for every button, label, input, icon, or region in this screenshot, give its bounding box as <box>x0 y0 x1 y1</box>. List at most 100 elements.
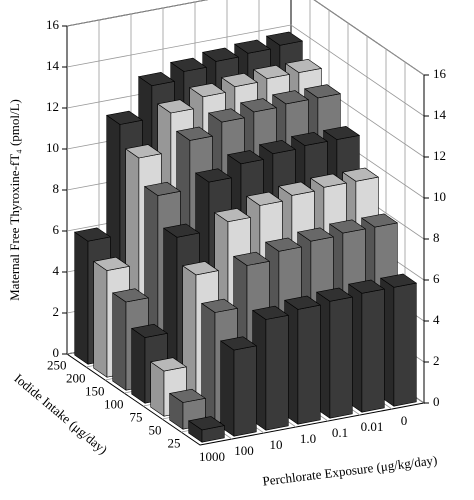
bar-top <box>137 71 176 87</box>
y-tick-label: 25 <box>168 435 181 450</box>
bar-top <box>271 90 310 105</box>
z-tick-label: 6 <box>433 271 440 286</box>
bar-top <box>347 279 386 294</box>
bar-top <box>124 144 163 159</box>
bar-front <box>329 296 353 419</box>
bar-top <box>162 223 201 238</box>
bar-top <box>322 125 361 140</box>
bar-top <box>213 208 252 223</box>
x-tick-label: 1.0 <box>300 431 316 446</box>
bar-front <box>233 345 257 437</box>
x-tick-label: 0.1 <box>332 425 348 440</box>
bar-side <box>131 327 146 404</box>
z-tick-label: 12 <box>46 99 59 114</box>
z-tick-label: 4 <box>53 263 60 278</box>
bar-top <box>92 256 131 271</box>
bar-side <box>220 340 235 437</box>
bar-top <box>194 168 233 183</box>
bar <box>251 305 290 431</box>
y-tick-label: 250 <box>47 357 67 372</box>
x-tick-label: 1000 <box>199 449 225 464</box>
x-axis-label: Perchlorate Exposure (μg/kg/day) <box>262 452 438 488</box>
bar-top <box>220 72 259 88</box>
z-tick-label: 2 <box>53 304 60 319</box>
z-tick-label: 10 <box>46 140 59 155</box>
z-tick-label: 16 <box>46 17 60 32</box>
bar-top <box>156 99 195 114</box>
bar-top <box>252 64 291 79</box>
bar-top <box>169 57 208 72</box>
bar <box>283 295 322 425</box>
z-tick-label: 6 <box>53 222 60 237</box>
bar-top <box>264 237 303 252</box>
bar-top <box>296 227 335 242</box>
y-tick-label: 200 <box>66 370 86 385</box>
z-tick-label: 0 <box>53 345 60 360</box>
bar-top <box>379 273 418 288</box>
bar <box>187 416 226 443</box>
grid-line <box>66 0 425 76</box>
x-tick-label: 100 <box>234 443 254 458</box>
bar-front <box>393 282 417 407</box>
bar-top <box>73 227 112 242</box>
bar-top <box>360 213 399 228</box>
bar-side <box>93 260 108 378</box>
bar-top <box>200 298 239 313</box>
bar-top <box>328 219 367 234</box>
bar-top <box>265 31 304 46</box>
bar-top <box>233 39 272 54</box>
bar-top <box>201 47 240 62</box>
z-tick-label: 4 <box>433 312 440 327</box>
y-tick-label: 100 <box>104 396 124 411</box>
bar-top <box>130 323 169 338</box>
bar-top <box>239 98 278 113</box>
bar-top <box>315 287 354 302</box>
bar-top <box>111 288 150 303</box>
x-tick-label: 0 <box>401 413 408 428</box>
bar <box>315 287 354 419</box>
z-tick-label: 16 <box>433 66 447 81</box>
bar-top <box>187 416 226 431</box>
bar-top <box>232 251 271 266</box>
bar-top <box>290 131 329 146</box>
bar-top <box>188 83 227 98</box>
bar <box>219 336 258 437</box>
bar-front <box>265 314 289 431</box>
bar <box>347 279 386 413</box>
bar-top <box>181 261 220 276</box>
bar-front <box>361 288 385 413</box>
z-tick-label: 14 <box>433 107 447 122</box>
bar-top <box>303 84 342 99</box>
z-tick-label: 8 <box>433 230 440 245</box>
z-tick-label: 0 <box>433 394 440 409</box>
bar <box>379 273 418 407</box>
bar-top <box>207 108 246 123</box>
bar-side <box>74 231 89 365</box>
bar-top <box>283 295 322 310</box>
grid-line <box>66 24 425 117</box>
bar-top <box>309 173 348 188</box>
bar-top <box>341 167 380 182</box>
bar-top <box>168 388 207 403</box>
y-tick-label: 50 <box>149 422 162 437</box>
x-tick-label: 0.01 <box>361 419 384 434</box>
bar-top <box>105 110 144 125</box>
bar-side <box>112 292 127 391</box>
bar-front <box>297 304 321 425</box>
bar-top <box>251 305 290 320</box>
z-tick-label: 12 <box>433 148 446 163</box>
z-tick-label: 10 <box>433 189 446 204</box>
bar-top <box>277 181 316 196</box>
bar-top <box>143 181 182 196</box>
bar-top <box>245 191 284 206</box>
bar-top <box>284 58 323 73</box>
bar-top <box>258 139 297 155</box>
z-tick-label: 2 <box>433 353 440 368</box>
bar-top <box>226 150 265 165</box>
z-tick-label: 8 <box>53 181 60 196</box>
z-tick-label: 14 <box>46 58 60 73</box>
y-tick-label: 150 <box>85 383 105 398</box>
bar-top <box>149 357 188 372</box>
z-axis-label: Maternal Free Thyroxine-fT₄ (pmol/L) <box>7 99 22 301</box>
